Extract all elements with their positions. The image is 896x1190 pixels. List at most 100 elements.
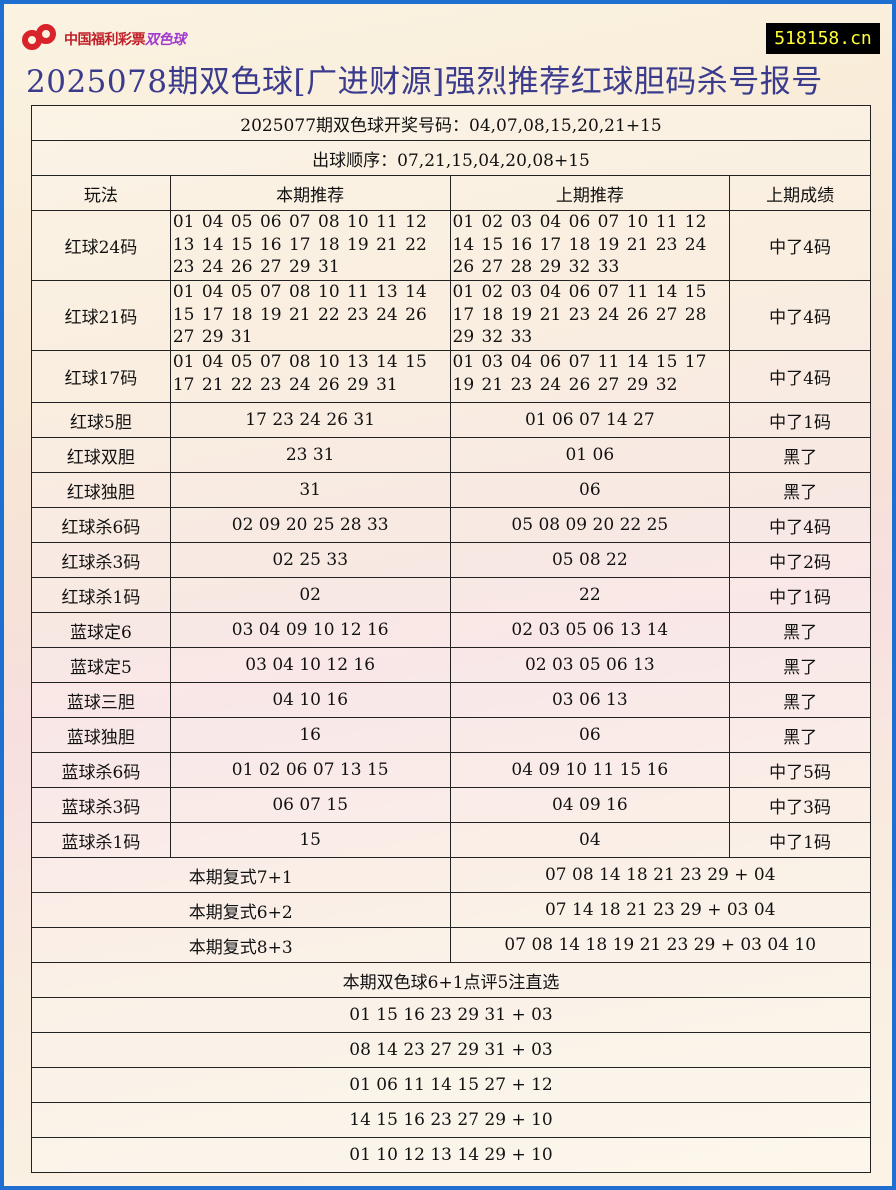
previous-result: 中了1码 (729, 402, 871, 438)
previous-recommendation: 22 (449, 577, 731, 613)
pick-numbers: 14 15 16 23 27 29 + 10 (31, 1102, 871, 1138)
table-header: 玩法 本期推荐 上期推荐 上期成绩 (31, 175, 871, 211)
page-title: 2025078期双色球[广进财源]强烈推荐红球胆码杀号报号 (26, 64, 823, 100)
play-type: 蓝球三胆 (31, 682, 171, 718)
fushi-row: 本期复式6+2 07 14 18 21 23 29 + 03 04 (31, 892, 871, 928)
pick-numbers: 01 10 12 13 14 29 + 10 (31, 1137, 871, 1173)
play-type: 红球24码 (31, 210, 171, 281)
table-row: 蓝球定6 03 04 09 10 12 16 02 03 05 06 13 14 黑了 (31, 612, 871, 648)
lottery-logo: 中国福利彩票双色球 (22, 22, 186, 56)
table-row: 红球独胆 31 06 黑了 (31, 472, 871, 508)
previous-recommendation: 04 09 16 (449, 787, 731, 823)
previous-result: 中了5码 (729, 752, 871, 788)
column-header: 本期推荐 (169, 175, 451, 211)
play-type: 蓝球定6 (31, 612, 171, 648)
previous-recommendation: 03 06 13 (449, 682, 731, 718)
previous-recommendation: 04 (449, 822, 731, 858)
previous-result: 中了1码 (729, 822, 871, 858)
fushi-row: 本期复式8+3 07 08 14 18 19 21 23 29 + 03 04 1… (31, 927, 871, 963)
pick-row: 01 15 16 23 29 31 + 03 (31, 997, 871, 1033)
pick-row: 01 10 12 13 14 29 + 10 (31, 1137, 871, 1173)
previous-recommendation: 02 03 05 06 13 14 (449, 612, 731, 648)
play-type: 红球杀1码 (31, 577, 171, 613)
previous-result: 黑了 (729, 612, 871, 648)
play-type: 红球杀3码 (31, 542, 171, 578)
play-type: 红球17码 (31, 350, 171, 403)
play-type: 红球5胆 (31, 402, 171, 438)
table-row: 蓝球杀6码 01 02 06 07 13 15 04 09 10 11 15 16 中… (31, 752, 871, 788)
fushi-label: 本期复式8+3 (31, 927, 451, 963)
fushi-numbers: 07 08 14 18 19 21 23 29 + 03 04 10 (449, 927, 871, 963)
previous-result: 黑了 (729, 437, 871, 473)
previous-recommendation: 01 06 07 14 27 (449, 402, 731, 438)
previous-recommendation: 06 (449, 717, 731, 753)
current-recommendation: 15 (169, 822, 451, 858)
logo-brand: 双色球 (145, 32, 186, 48)
current-recommendation: 23 31 (169, 437, 451, 473)
current-recommendation: 01 04 05 07 08 10 11 13 14 15 17 18 19 2… (169, 280, 451, 351)
logo-text: 中国福利彩票 (64, 32, 146, 48)
column-header: 玩法 (31, 175, 171, 211)
previous-recommendation: 04 09 10 11 15 16 (449, 752, 731, 788)
pick-row: 01 06 11 14 15 27 + 12 (31, 1067, 871, 1103)
play-type: 红球21码 (31, 280, 171, 351)
previous-recommendation: 06 (449, 472, 731, 508)
table-row: 红球24码 01 04 05 06 07 08 10 11 12 13 14 15… (31, 210, 871, 281)
table-row: 蓝球独胆 16 06 黑了 (31, 717, 871, 753)
previous-result: 中了1码 (729, 577, 871, 613)
fushi-row: 本期复式7+1 07 08 14 18 21 23 29 + 04 (31, 857, 871, 893)
current-recommendation: 02 25 33 (169, 542, 451, 578)
fushi-numbers: 07 08 14 18 21 23 29 + 04 (449, 857, 871, 893)
previous-result: 中了4码 (729, 280, 871, 351)
fushi-label: 本期复式6+2 (31, 892, 451, 928)
column-header: 上期推荐 (449, 175, 731, 211)
play-type: 红球双胆 (31, 437, 171, 473)
table-row: 红球21码 01 04 05 07 08 10 11 13 14 15 17 18… (31, 280, 871, 351)
welfare-lottery-logo-icon (22, 22, 60, 56)
previous-result: 黑了 (729, 717, 871, 753)
picks-title-row: 本期双色球6+1点评5注直选 (31, 962, 871, 998)
play-type: 红球杀6码 (31, 507, 171, 543)
play-type: 蓝球独胆 (31, 717, 171, 753)
draw-result-row: 2025077期双色球开奖号码：04,07,08,15,20,21+15 (31, 105, 871, 141)
table-row: 红球杀3码 02 25 33 05 08 22 中了2码 (31, 542, 871, 578)
previous-recommendation: 01 02 03 04 06 07 10 11 12 14 15 16 17 1… (449, 210, 731, 281)
table-row: 蓝球杀1码 15 04 中了1码 (31, 822, 871, 858)
fushi-label: 本期复式7+1 (31, 857, 451, 893)
previous-result: 黑了 (729, 472, 871, 508)
previous-recommendation: 05 08 22 (449, 542, 731, 578)
previous-recommendation: 02 03 05 06 13 (449, 647, 731, 683)
table-row: 红球杀1码 02 22 中了1码 (31, 577, 871, 613)
current-recommendation: 16 (169, 717, 451, 753)
draw-order-row: 出球顺序：07,21,15,04,20,08+15 (31, 140, 871, 176)
play-type: 蓝球杀1码 (31, 822, 171, 858)
table-row: 红球5胆 17 23 24 26 31 01 06 07 14 27 中了1码 (31, 402, 871, 438)
previous-recommendation: 01 02 03 04 06 07 11 14 15 17 18 19 21 2… (449, 280, 731, 351)
current-recommendation: 06 07 15 (169, 787, 451, 823)
picks-title: 本期双色球6+1点评5注直选 (31, 962, 871, 998)
draw-order: 出球顺序：07,21,15,04,20,08+15 (31, 140, 871, 176)
pick-row: 08 14 23 27 29 31 + 03 (31, 1032, 871, 1068)
current-recommendation: 02 (169, 577, 451, 613)
previous-recommendation: 01 03 04 06 07 11 14 15 17 19 21 23 24 2… (449, 350, 731, 403)
previous-recommendation: 01 06 (449, 437, 731, 473)
table-row: 红球17码 01 04 05 07 08 10 13 14 15 17 21 22… (31, 350, 871, 403)
play-type: 蓝球杀3码 (31, 787, 171, 823)
current-recommendation: 04 10 16 (169, 682, 451, 718)
previous-recommendation: 05 08 09 20 22 25 (449, 507, 731, 543)
pick-row: 14 15 16 23 27 29 + 10 (31, 1102, 871, 1138)
current-recommendation: 03 04 09 10 12 16 (169, 612, 451, 648)
current-recommendation: 17 23 24 26 31 (169, 402, 451, 438)
previous-result: 黑了 (729, 682, 871, 718)
fushi-numbers: 07 14 18 21 23 29 + 03 04 (449, 892, 871, 928)
current-recommendation: 03 04 10 12 16 (169, 647, 451, 683)
table-row: 蓝球定5 03 04 10 12 16 02 03 05 06 13 黑了 (31, 647, 871, 683)
site-badge[interactable]: 518158.cn (766, 23, 880, 54)
pick-numbers: 01 06 11 14 15 27 + 12 (31, 1067, 871, 1103)
table-row: 蓝球三胆 04 10 16 03 06 13 黑了 (31, 682, 871, 718)
previous-result: 中了4码 (729, 350, 871, 403)
pick-numbers: 01 15 16 23 29 31 + 03 (31, 997, 871, 1033)
recommendation-table: 2025077期双色球开奖号码：04,07,08,15,20,21+15 出球顺… (31, 105, 871, 1173)
column-header: 上期成绩 (729, 175, 871, 211)
previous-result: 中了3码 (729, 787, 871, 823)
